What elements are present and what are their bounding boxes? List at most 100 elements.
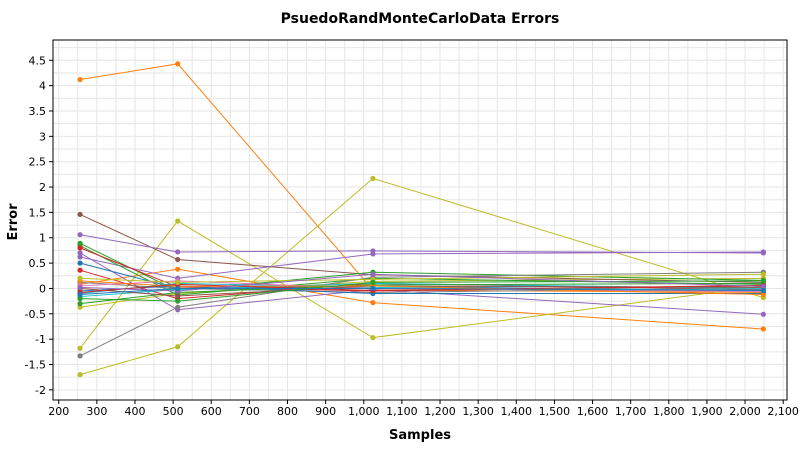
y-tick-label: 1 xyxy=(39,232,46,245)
y-tick-label: 2.5 xyxy=(29,156,47,169)
data-point xyxy=(175,266,181,272)
y-axis-ticks: -2 -1.5 -1 -0.5 0 0.5 1 1.5 2 2.5 3 3.5 4 4.5 xyxy=(25,54,53,397)
x-tick-label: 400 xyxy=(124,405,145,418)
series-line xyxy=(80,273,764,283)
series-line xyxy=(79,234,764,254)
data-point xyxy=(77,295,83,302)
x-tick-label: 300 xyxy=(86,405,107,418)
data-point xyxy=(760,283,766,290)
x-tick-label: 1,100 xyxy=(386,405,418,418)
data-point xyxy=(77,250,83,256)
data-point xyxy=(77,211,83,218)
data-point xyxy=(175,285,181,292)
x-tick-label: 1,500 xyxy=(539,405,571,418)
series-line xyxy=(80,283,764,294)
x-axis-ticks: 200 300 400 500 600 700 800 900 1,000 1,100 1,200 1… xyxy=(48,400,799,418)
x-tick-label: 1,200 xyxy=(424,405,456,418)
data-point xyxy=(77,254,83,260)
data-point xyxy=(370,300,376,306)
x-tick-label: 1,600 xyxy=(577,405,609,418)
x-tick-label: 1,400 xyxy=(501,405,533,418)
y-tick-label: -0.5 xyxy=(25,308,46,321)
series-line xyxy=(80,285,764,297)
data-point xyxy=(760,287,766,294)
y-tick-label: -2 xyxy=(35,384,46,397)
data-point xyxy=(175,218,181,224)
data-point xyxy=(370,285,376,292)
data-point xyxy=(77,345,83,351)
data-point xyxy=(77,76,83,83)
series-line xyxy=(80,280,764,296)
x-tick-label: 1,900 xyxy=(691,405,723,418)
y-tick-label: 1.5 xyxy=(29,206,47,219)
y-tick-label: 0 xyxy=(39,282,46,295)
x-tick-label: 1,300 xyxy=(462,405,494,418)
y-tick-label: 3.5 xyxy=(29,105,47,118)
data-point xyxy=(370,251,376,257)
data-point xyxy=(760,326,766,332)
series-25 xyxy=(77,271,766,285)
series-26 xyxy=(77,278,766,304)
x-tick-label: 600 xyxy=(201,405,222,418)
data-point xyxy=(175,304,181,310)
data-point xyxy=(77,301,83,307)
x-axis-title: Samples xyxy=(389,428,451,443)
x-tick-label: 1,800 xyxy=(653,405,685,418)
data-point xyxy=(760,271,766,277)
data-point xyxy=(175,279,181,285)
data-point xyxy=(370,335,376,341)
data-point xyxy=(175,256,181,263)
data-point xyxy=(175,298,181,304)
y-tick-label: -1 xyxy=(35,333,46,346)
series-line xyxy=(80,273,764,292)
series-line xyxy=(80,287,764,296)
series-line xyxy=(79,63,764,294)
series-line xyxy=(79,213,764,283)
grid xyxy=(53,40,787,400)
x-tick-label: 700 xyxy=(239,405,260,418)
data-point xyxy=(175,249,181,255)
series-27 xyxy=(77,271,766,294)
chart-title: PsuedoRandMonteCarloData Errors xyxy=(281,11,560,27)
data-point xyxy=(77,267,83,273)
x-tick-label: 900 xyxy=(315,405,336,418)
y-tick-label: 0.5 xyxy=(29,257,47,270)
x-tick-label: 2,100 xyxy=(767,405,799,418)
series-group xyxy=(77,61,766,378)
data-point xyxy=(77,291,83,298)
x-tick-label: 200 xyxy=(48,405,69,418)
data-point xyxy=(77,353,83,359)
data-point xyxy=(175,344,181,350)
series-line xyxy=(79,252,764,315)
series-line xyxy=(79,177,764,376)
y-tick-label: 3 xyxy=(39,130,46,143)
x-tick-label: 800 xyxy=(277,405,298,418)
y-tick-label: 4.5 xyxy=(29,54,47,67)
x-tick-label: 2,000 xyxy=(729,405,761,418)
data-point xyxy=(77,245,83,251)
y-axis-title: Error xyxy=(6,203,21,241)
series-line xyxy=(79,271,764,357)
plot-frame xyxy=(52,39,788,401)
data-point xyxy=(760,311,766,317)
y-tick-label: 4 xyxy=(39,80,46,93)
series-28 xyxy=(77,285,766,298)
series-line xyxy=(79,251,764,279)
data-point xyxy=(77,260,83,266)
y-tick-label: 2 xyxy=(39,181,46,194)
x-tick-label: 1,700 xyxy=(615,405,647,418)
data-point xyxy=(175,293,181,299)
data-point xyxy=(77,284,83,291)
x-tick-label: 1,000 xyxy=(348,405,380,418)
data-point xyxy=(175,61,181,67)
data-point xyxy=(77,372,83,378)
series-line xyxy=(80,280,764,302)
data-point xyxy=(370,271,376,277)
data-point xyxy=(370,279,376,285)
x-tick-label: 500 xyxy=(163,405,184,418)
data-point xyxy=(760,278,766,284)
data-point xyxy=(760,249,766,255)
data-point xyxy=(370,175,376,182)
y-tick-label: -1.5 xyxy=(25,359,46,372)
